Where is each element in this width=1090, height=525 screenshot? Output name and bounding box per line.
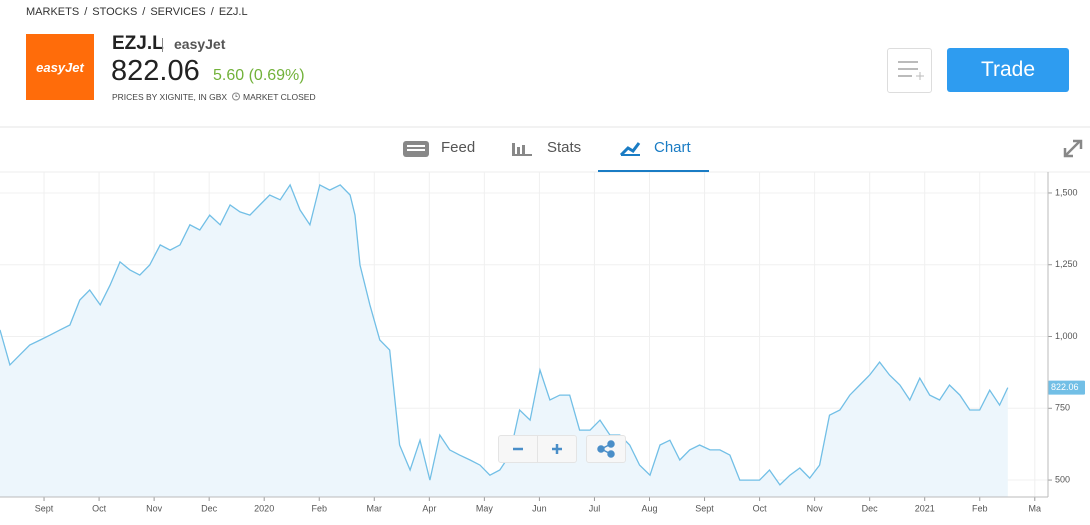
price-change: 5.60 (0.69%) [213,67,305,84]
breadcrumb-separator: / [210,6,214,18]
x-tick-label: 2021 [915,503,935,513]
x-tick-label: Jun [532,503,547,513]
x-tick-label: Sept [35,503,54,513]
tab[interactable]: Stats [547,139,582,156]
x-tick-label: May [476,503,494,513]
x-tick-label: Nov [807,503,824,513]
x-tick-label: Dec [862,503,879,513]
x-tick-label: Apr [422,503,436,513]
price: 822.06 [111,55,200,87]
x-tick-label: Mar [367,503,383,513]
ticker: EZJ.L [112,33,164,54]
x-tick-label: Dec [201,503,218,513]
feed-icon [403,141,429,157]
zoom-out-button[interactable] [498,435,538,463]
stats-icon [512,143,532,156]
last-price-tag [1048,380,1085,395]
breadcrumb-item[interactable]: MARKETS [26,6,80,18]
x-tick-label: Ma [1029,503,1042,513]
clock-icon [232,92,240,101]
x-tick-label: Jul [589,503,601,513]
y-tick-label: 750 [1055,403,1070,413]
watchlist-icon [898,61,924,80]
area [0,184,1008,497]
breadcrumb-item[interactable]: SERVICES [150,6,206,18]
breadcrumb-separator: / [142,6,146,18]
zoom-in-button[interactable] [537,435,577,463]
breadcrumb-separator: / [84,6,88,18]
tab[interactable]: Feed [441,139,476,156]
chart-icon [619,142,641,157]
x-tick-label: Oct [92,503,107,513]
x-tick-label: Nov [146,503,163,513]
line [0,183,1009,486]
x-tick-label: Sept [695,503,714,513]
share-button[interactable] [586,435,626,463]
x-tick-label: Aug [641,503,657,513]
x-tick-label: Oct [753,503,768,513]
y-tick-label: 1,000 [1055,331,1078,341]
market-status: MARKET CLOSED [243,92,316,102]
y-tick-label: 1,500 [1055,187,1078,197]
x-tick-label: Feb [311,503,327,513]
active-tab-underline [598,170,709,172]
y-tick-label: 500 [1055,474,1070,484]
breadcrumb-item[interactable]: STOCKS [92,6,138,18]
breadcrumb-item[interactable]: EZJ.L [218,6,248,18]
logo: easyJet [26,34,94,100]
expand-icon[interactable] [1063,139,1083,158]
watchlist-button[interactable] [887,48,932,93]
y-tick-label: 1,250 [1055,259,1078,269]
x-tick-label: 2020 [254,503,274,513]
plot: 500 750 1,000 1,250 1,500 Sept Oct Nov Dec 2020 Fe… [0,172,1085,513]
x-tick-label: Feb [972,503,988,513]
source-note: PRICES BY XIGNITE, IN GBX [112,92,228,102]
breadcrumb: MARKETS / STOCKS / SERVICES / EZJ.L [26,6,253,18]
tab[interactable]: Chart [654,139,691,156]
last-price-label: 822.06 [1051,382,1079,392]
separator-bar [162,38,163,52]
company-name: easyJet [174,36,226,52]
trade-button[interactable]: Trade [947,48,1069,92]
